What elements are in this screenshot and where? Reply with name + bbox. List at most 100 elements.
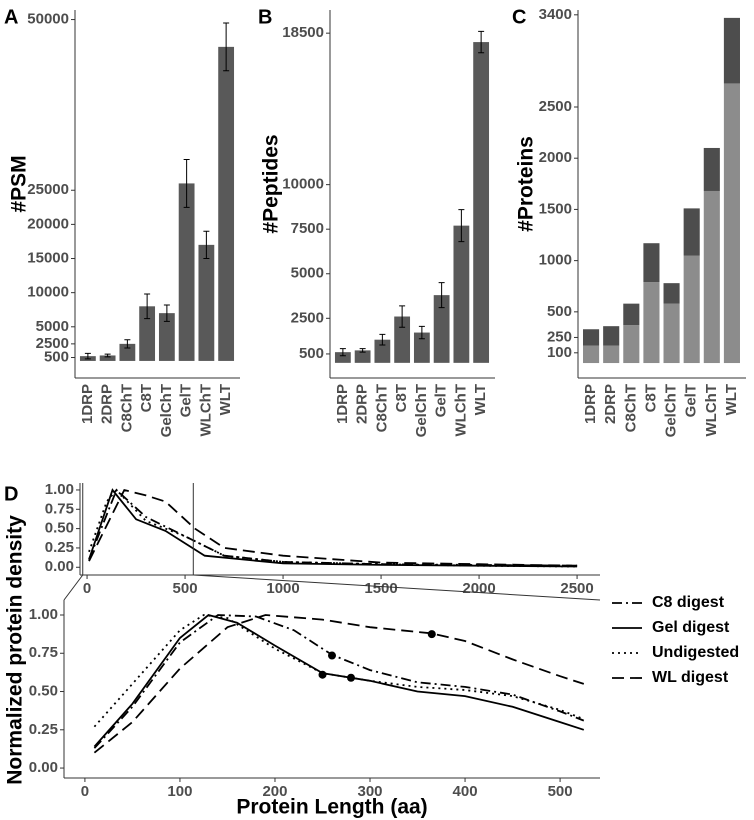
y-axis-label: #Proteins bbox=[515, 136, 538, 232]
bar-segment bbox=[703, 147, 720, 191]
bar bbox=[453, 225, 470, 363]
x-tick-label: 2000 bbox=[462, 580, 495, 597]
x-tick-label: C8ChT bbox=[118, 384, 135, 432]
panel-letter: B bbox=[258, 6, 272, 28]
error-bar bbox=[124, 339, 131, 349]
error-bar bbox=[359, 348, 366, 353]
y-tick-label: 1.00 bbox=[45, 481, 74, 498]
error-bar bbox=[163, 304, 170, 322]
y-tick-label: 0.00 bbox=[45, 558, 74, 575]
density-line bbox=[93, 614, 585, 748]
x-tick-label: C8T bbox=[393, 384, 410, 412]
bar bbox=[178, 183, 195, 361]
y-tick-label: 250 bbox=[547, 328, 572, 345]
x-tick-label: WLT bbox=[472, 384, 489, 415]
x-tick-label: C8T bbox=[642, 384, 659, 412]
y-tick-label: 20000 bbox=[27, 215, 69, 232]
bar-segment bbox=[663, 303, 680, 364]
bar-segment bbox=[703, 190, 720, 364]
density-line bbox=[88, 488, 578, 567]
bar-segment bbox=[623, 303, 640, 326]
median-marker bbox=[318, 670, 327, 679]
x-tick-label: 500 bbox=[548, 783, 573, 800]
bar bbox=[334, 352, 351, 363]
bar-segment bbox=[723, 83, 740, 364]
bar-segment bbox=[603, 326, 620, 346]
bar-segment bbox=[683, 255, 700, 364]
bar bbox=[473, 42, 490, 363]
x-tick-label: 500 bbox=[173, 580, 198, 597]
error-bar bbox=[399, 305, 406, 328]
x-tick-label: 1500 bbox=[364, 580, 397, 597]
error-bar bbox=[104, 353, 111, 358]
x-tick-label: 1DRP bbox=[79, 384, 96, 424]
bar-segment bbox=[603, 345, 620, 364]
legend-label: Undigested bbox=[652, 644, 739, 661]
y-tick-label: 500 bbox=[44, 348, 69, 365]
density-line bbox=[93, 614, 585, 754]
x-tick-label: GelChT bbox=[158, 384, 175, 437]
x-tick-label: 1DRP bbox=[334, 384, 351, 424]
x-tick-label: GelT bbox=[683, 384, 700, 417]
y-tick-label: 5000 bbox=[291, 265, 324, 282]
y-tick-label: 10000 bbox=[27, 284, 69, 301]
error-bar bbox=[183, 159, 190, 208]
density-line bbox=[93, 614, 585, 749]
y-tick-label: 2500 bbox=[291, 309, 324, 326]
y-tick-label: 18500 bbox=[282, 24, 324, 41]
x-tick-label: 300 bbox=[357, 783, 382, 800]
y-tick-label: 0.50 bbox=[29, 682, 58, 699]
y-tick-label: 1000 bbox=[539, 252, 572, 269]
bar bbox=[218, 46, 235, 361]
legend-label: Gel digest bbox=[652, 619, 730, 636]
x-tick-label: 2DRP bbox=[99, 384, 116, 424]
x-tick-label: GelChT bbox=[663, 384, 680, 437]
zoom-connector bbox=[63, 574, 84, 601]
error-bar bbox=[379, 333, 386, 346]
x-tick-label: C8T bbox=[138, 384, 155, 412]
error-bar bbox=[438, 282, 445, 309]
x-tick-label: GelChT bbox=[413, 384, 430, 437]
zoom-connector bbox=[193, 574, 601, 601]
y-tick-label: 10000 bbox=[282, 176, 324, 193]
x-tick-label: 2DRP bbox=[354, 384, 371, 424]
bar-segment bbox=[643, 282, 660, 364]
x-tick-label: 0 bbox=[81, 783, 89, 800]
y-tick-label: 3400 bbox=[539, 6, 572, 23]
median-marker bbox=[328, 651, 336, 660]
x-tick-label: WLT bbox=[723, 384, 740, 415]
error-bar bbox=[339, 348, 346, 357]
bar bbox=[374, 339, 391, 363]
density-line bbox=[88, 488, 578, 568]
x-tick-label: 1DRP bbox=[582, 384, 599, 424]
y-tick-label: 0.25 bbox=[29, 721, 58, 738]
y-tick-label: 2500 bbox=[36, 335, 69, 352]
x-tick-label: GelT bbox=[433, 384, 450, 417]
bar-segment bbox=[663, 283, 680, 304]
bar bbox=[354, 350, 371, 363]
bar bbox=[413, 332, 430, 363]
y-tick-label: 1500 bbox=[539, 200, 572, 217]
legend-label: WL digest bbox=[652, 669, 729, 686]
bar bbox=[433, 295, 450, 363]
y-axis-label: #Peptides bbox=[260, 134, 283, 233]
y-axis-label: #PSM bbox=[8, 155, 31, 212]
y-tick-label: 100 bbox=[547, 344, 572, 361]
y-tick-label: 500 bbox=[299, 345, 324, 362]
x-tick-label: C8ChT bbox=[373, 384, 390, 432]
error-bar bbox=[84, 352, 91, 360]
x-tick-label: 2500 bbox=[560, 580, 593, 597]
density-line bbox=[88, 488, 578, 568]
y-tick-label: 0.75 bbox=[45, 500, 74, 517]
x-tick-label: WLChT bbox=[197, 384, 214, 436]
y-tick-label: 15000 bbox=[27, 249, 69, 266]
bar-segment bbox=[643, 243, 660, 283]
error-bar bbox=[223, 22, 230, 72]
y-tick-label: 1.00 bbox=[29, 606, 58, 623]
median-marker bbox=[427, 630, 436, 639]
bar-segment bbox=[723, 17, 740, 84]
x-tick-label: WLChT bbox=[452, 384, 469, 436]
error-bar bbox=[458, 209, 465, 243]
bar bbox=[198, 244, 215, 361]
